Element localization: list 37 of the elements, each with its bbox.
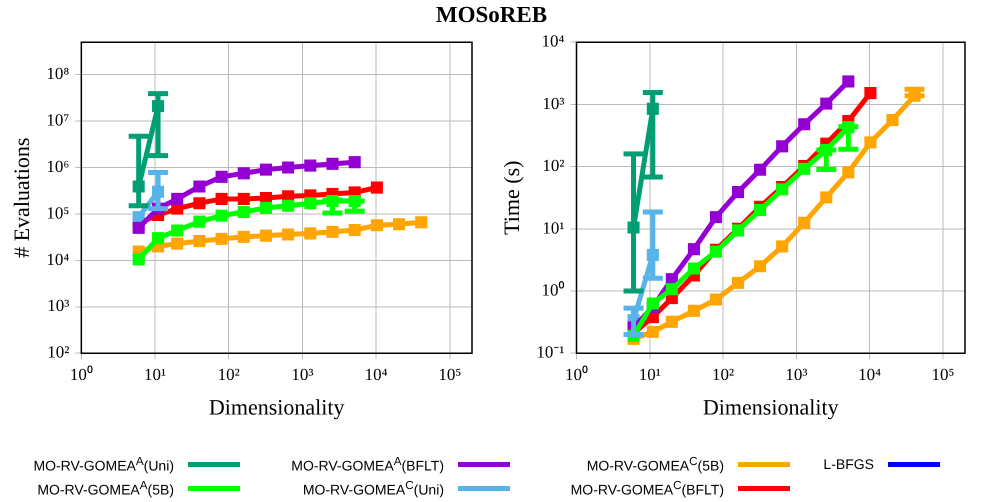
legend-label: L-BFGS [823, 456, 874, 472]
x-tick-label: 10⁵ [931, 364, 954, 384]
x-tick-label: 10² [218, 364, 240, 384]
x-tick-label: 10⁵ [438, 364, 462, 384]
y-tick-label: 10² [47, 342, 70, 362]
y-axis-title: Time (s) [498, 160, 524, 235]
legend-label: MO-RV-GOMEA$^{A}$(BFLT) [291, 454, 444, 474]
x-tick-label: 10³ [785, 364, 808, 384]
x-tick-label: 10⁰ [70, 364, 93, 384]
y-axis-title: # Evaluations [8, 138, 34, 258]
y-tick-label: 10² [542, 156, 564, 176]
legend-label: MO-RV-GOMEA$^{C}$(Uni) [302, 478, 444, 498]
y-tick-label: 10⁴ [542, 32, 565, 51]
y-tick-label: 10³ [542, 94, 564, 113]
legend-label: MO-RV-GOMEA$^{A}$(5B) [37, 478, 174, 498]
x-axis-title: Dimensionality [702, 394, 839, 420]
y-tick-label: 10¹ [542, 218, 564, 238]
x-tick-label: 10⁴ [858, 364, 882, 384]
x-tick-label: 10⁰ [564, 364, 588, 384]
y-tick-label: 10⁴ [46, 250, 70, 269]
y-tick-label: 10⁰ [541, 280, 564, 300]
y-tick-label: 10⁵ [46, 203, 70, 222]
legend-label: MO-RV-GOMEA$^{A}$(Uni) [33, 454, 174, 474]
legend-label: MO-RV-GOMEA$^{C}$(5B) [586, 454, 724, 474]
x-tick-label: 10¹ [638, 364, 661, 384]
legend-label: MO-RV-GOMEA$^{C}$(BFLT) [570, 478, 724, 498]
x-tick-label: 10¹ [144, 364, 166, 384]
y-tick-label: 10⁷ [46, 110, 70, 130]
chart-title: MOSoREB [434, 2, 548, 28]
x-tick-label: 10⁴ [364, 364, 388, 384]
x-axis-title: Dimensionality [208, 394, 344, 420]
y-tick-label: 10⁶ [46, 156, 70, 176]
y-tick-label: 10⁸ [46, 64, 70, 84]
x-tick-label: 10² [712, 364, 734, 384]
y-tick-label: 10³ [47, 296, 70, 316]
x-tick-label: 10³ [291, 364, 314, 384]
y-tick-label: 10⁻¹ [536, 342, 564, 362]
